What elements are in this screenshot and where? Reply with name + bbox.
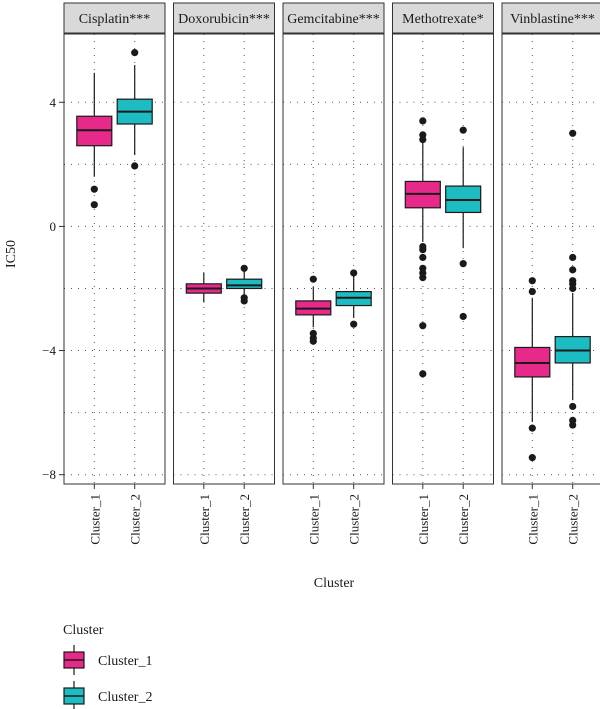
x-tick-label: Cluster_1: [525, 494, 540, 545]
outlier-point: [350, 320, 358, 328]
panel-background: [502, 34, 600, 484]
panel-background: [283, 34, 384, 484]
x-tick-label: Cluster_2: [456, 494, 471, 545]
x-axis-title: Cluster: [314, 576, 355, 591]
outlier-point: [419, 253, 427, 262]
outlier-point: [528, 424, 536, 432]
outlier-point: [569, 402, 577, 411]
facet-strip: [282, 2, 385, 34]
facet-label: Cisplatin***: [79, 12, 151, 27]
facet-strip: [392, 2, 494, 34]
panel-border: [282, 33, 385, 485]
legend-title: Cluster: [63, 623, 104, 638]
x-tick-label: Cluster_2: [347, 494, 362, 545]
panel-background: [173, 34, 275, 484]
outlier-point: [90, 201, 98, 209]
outlier-point: [569, 253, 577, 262]
outlier-point: [569, 421, 577, 429]
outlier-point: [459, 260, 467, 268]
outlier-point: [528, 454, 536, 462]
outlier-point: [419, 246, 427, 254]
facet-label: Doxorubicin***: [178, 12, 270, 27]
facet-panel: Doxorubicin*** Cluster_1 Cluster_2: [173, 2, 275, 545]
panel-border: [501, 33, 600, 485]
outlier-point: [569, 266, 577, 274]
panel-background: [392, 34, 494, 484]
outlier-point: [528, 277, 536, 285]
y-tick-label: −8: [42, 467, 56, 482]
outlier-point: [419, 322, 427, 330]
outlier-point: [419, 117, 427, 125]
facet-panel: Methotrexate* Cluster_1 Cluster_2: [392, 2, 494, 545]
outlier-point: [528, 287, 536, 296]
facet-strip: [63, 2, 166, 34]
outlier-point: [240, 264, 248, 272]
outlier-point: [350, 269, 358, 277]
facet-strip: [173, 2, 275, 34]
x-tick-label: Cluster_2: [128, 494, 143, 545]
outlier-point: [569, 129, 577, 137]
legend-label: Cluster_1: [98, 654, 152, 669]
x-tick-label: Cluster_1: [306, 494, 321, 545]
outlier-point: [309, 337, 317, 345]
x-tick-label: Cluster_2: [566, 494, 581, 545]
y-tick-label: −4: [42, 343, 56, 358]
panel-border: [63, 33, 166, 485]
x-tick-label: Cluster_1: [197, 494, 212, 545]
y-axis-title: IC50: [4, 240, 19, 268]
outlier-point: [90, 185, 98, 193]
outlier-point: [459, 126, 467, 134]
facet-strip: [501, 2, 600, 34]
legend-item: Cluster_2: [63, 681, 152, 709]
x-tick-label: Cluster_1: [87, 494, 102, 545]
outlier-point: [419, 370, 427, 378]
facet-panel: Cisplatin*** Cluster_1 Cluster_2: [63, 2, 166, 545]
outlier-point: [459, 312, 467, 321]
legend-label: Cluster_2: [98, 690, 152, 705]
outlier-point: [131, 49, 139, 57]
facet-label: Vinblastine***: [510, 12, 595, 27]
box-cluster-2: [226, 278, 263, 290]
outlier-point: [569, 284, 577, 293]
outlier-point: [419, 135, 427, 144]
legend-item: Cluster_1: [63, 645, 152, 675]
outlier-point: [419, 274, 427, 282]
facet-panel: Gemcitabine*** Cluster_1 Cluster_2: [282, 2, 385, 545]
outlier-point: [309, 275, 317, 283]
x-tick-label: Cluster_1: [416, 494, 431, 545]
outlier-point: [131, 162, 139, 170]
facet-label: Gemcitabine***: [287, 12, 380, 27]
facet-panel: Vinblastine*** Cluster_1 Cluster_2: [501, 2, 600, 545]
y-tick-label: 4: [50, 95, 57, 110]
panel-border: [392, 33, 494, 485]
outlier-point: [240, 297, 248, 305]
y-tick-label: 0: [50, 219, 57, 234]
facet-label: Methotrexate*: [402, 12, 484, 27]
x-tick-label: Cluster_2: [237, 494, 252, 545]
panel-border: [173, 33, 275, 485]
